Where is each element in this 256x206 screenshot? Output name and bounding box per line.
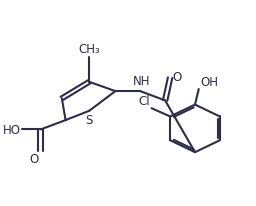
Text: HO: HO	[3, 123, 21, 136]
Text: OH: OH	[200, 76, 218, 89]
Text: CH₃: CH₃	[78, 43, 100, 56]
Text: O: O	[29, 152, 38, 165]
Text: Cl: Cl	[139, 95, 150, 108]
Text: NH: NH	[133, 75, 150, 88]
Text: S: S	[86, 113, 93, 126]
Text: O: O	[173, 71, 182, 84]
